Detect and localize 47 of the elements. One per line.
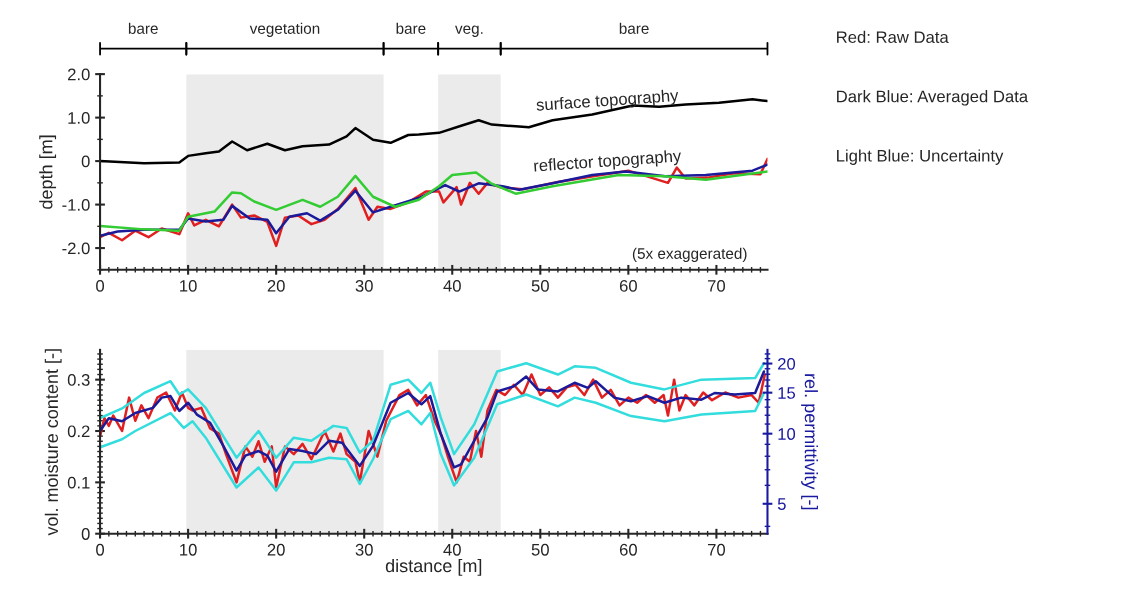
x-tick-label: 40 <box>443 543 461 556</box>
x-tick-label: 10 <box>180 279 197 292</box>
y-tick-label: 2.0 <box>68 68 90 81</box>
y2-tick-label: 5 <box>777 498 786 510</box>
text: Red: Raw Data <box>837 30 949 44</box>
text: bare <box>619 22 649 34</box>
y-tick-label: 0.1 <box>67 476 90 489</box>
x-tick-label: 0 <box>96 279 105 292</box>
y-axis-title: vol. moisture content [-] <box>44 349 62 536</box>
y-tick-label: -1.0 <box>62 198 90 211</box>
text: bare <box>128 22 158 34</box>
annotation: surface topography <box>536 88 679 115</box>
band-label: vegetation <box>249 22 320 37</box>
x-tick-label: 20 <box>267 543 285 556</box>
line-series <box>100 361 766 459</box>
y-tick-label: 0 <box>81 155 90 168</box>
y2-tick-label: 20 <box>778 357 796 370</box>
y-tick-label: -2.0 <box>62 242 90 255</box>
y-tick-label: 1.0 <box>68 112 90 124</box>
x-tick-label: 60 <box>619 279 637 292</box>
text: bare <box>396 22 426 34</box>
x-tick-label: 30 <box>355 543 373 556</box>
y-tick-label: 0.3 <box>67 374 90 386</box>
y-axis-title: depth [m] <box>39 135 57 209</box>
y-tick-label: 0 <box>81 528 90 540</box>
x-tick-label: 10 <box>180 543 197 556</box>
x-tick-label: 70 <box>707 279 726 292</box>
y-tick-label: 0.2 <box>67 425 90 438</box>
y2-tick-label: 10 <box>778 428 796 440</box>
band-label: veg. <box>455 25 483 37</box>
x-tick-label: 50 <box>531 279 549 292</box>
x-axis-title: distance [m] <box>385 558 482 576</box>
x-tick-label: 40 <box>443 279 461 292</box>
x-tick-label: 20 <box>267 279 285 292</box>
x-tick-label: 30 <box>355 279 373 292</box>
x-tick-label: 0 <box>96 543 105 556</box>
x-tick-label: 60 <box>619 543 637 556</box>
annotation: (5x exaggerated) <box>632 247 747 262</box>
line-series <box>100 170 768 232</box>
x-tick-label: 50 <box>531 543 549 556</box>
y2-axis-title: rel. permittivity [-] <box>801 374 818 510</box>
text: Light Blue: Uncertainty <box>837 149 1004 165</box>
line-series <box>100 391 766 492</box>
y2-tick-label: 15 <box>778 387 796 399</box>
annotation: reflector topography <box>533 149 682 176</box>
x-tick-label: 70 <box>707 543 726 556</box>
text: Dark Blue: Averaged Data <box>837 90 1029 106</box>
